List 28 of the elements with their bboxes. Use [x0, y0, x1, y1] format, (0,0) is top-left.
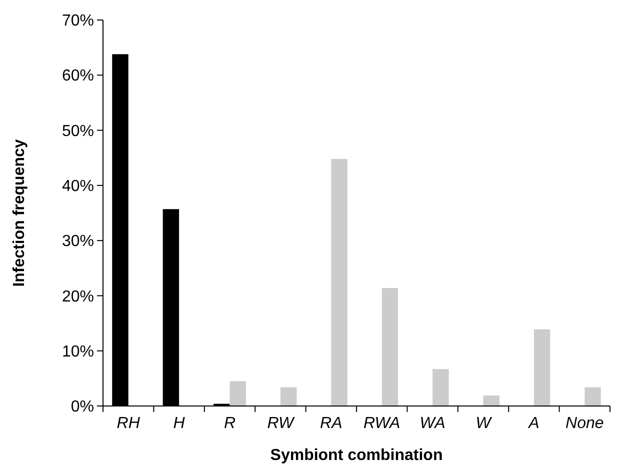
y-tick-label: 70%	[62, 12, 94, 30]
x-tick-label: A	[528, 415, 540, 432]
bar	[280, 387, 297, 406]
bar	[534, 329, 550, 406]
y-tick-label: 30%	[62, 233, 94, 250]
bar	[483, 396, 500, 406]
x-axis-title: Symbiont combination	[270, 447, 443, 464]
x-tick-label: RH	[116, 415, 140, 432]
x-tick-label: RW	[267, 415, 296, 432]
x-tick-label: H	[173, 415, 186, 432]
y-tick-label: 40%	[62, 178, 94, 196]
y-tick-label: 50%	[62, 122, 94, 140]
bar	[584, 387, 601, 406]
bar	[432, 369, 449, 406]
x-tick-label: RA	[320, 415, 342, 432]
y-tick-label: 0%	[70, 398, 94, 416]
y-tick-label: 60%	[62, 68, 94, 85]
y-tick-label: 20%	[62, 288, 94, 306]
x-tick-label: RWA	[363, 415, 400, 432]
x-tick-label: W	[476, 415, 493, 432]
bar	[230, 381, 246, 406]
x-tick-label: WA	[420, 415, 446, 432]
bar	[331, 158, 348, 406]
y-axis-title: Infection frequency	[11, 139, 28, 287]
bar	[382, 288, 398, 406]
x-tick-label: R	[224, 415, 236, 432]
y-tick-label: 10%	[62, 343, 94, 360]
x-tick-label: None	[566, 415, 604, 432]
